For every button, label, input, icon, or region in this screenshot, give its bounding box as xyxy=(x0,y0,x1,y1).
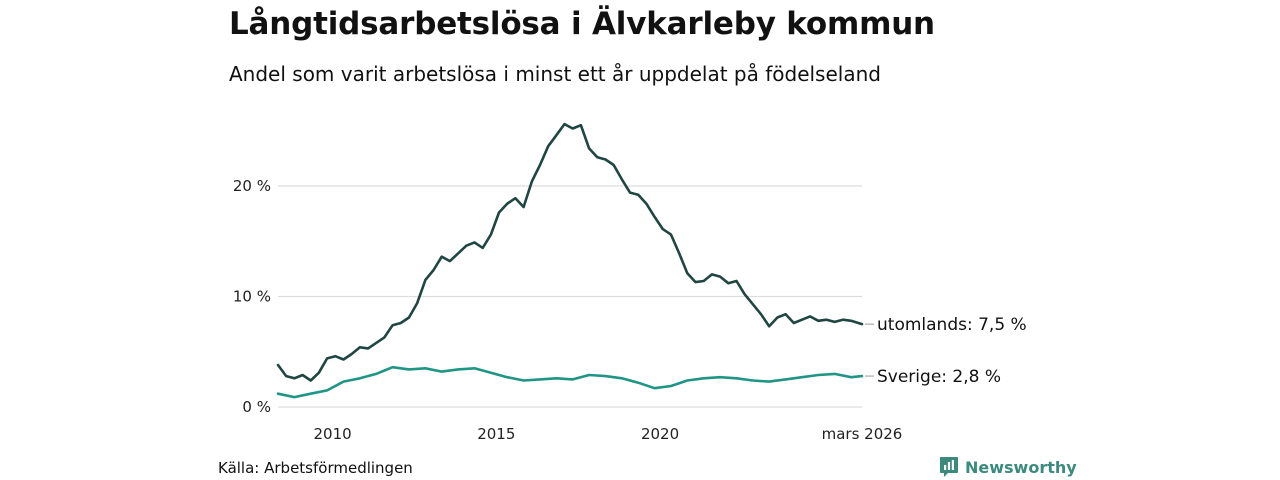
brand-name: Newsworthy xyxy=(965,457,1077,477)
x-tick-label: 2015 xyxy=(477,425,515,443)
bar-chart-icon xyxy=(940,457,958,477)
x-tick-label: 2020 xyxy=(641,425,679,443)
y-tick-label: 0 % xyxy=(242,398,271,416)
line-chart: 0 % 10 % 20 % 2010 2015 2020 mars 2026 utomland… xyxy=(233,122,1027,443)
x-tick-label: mars 2026 xyxy=(822,425,903,443)
series-end-label: utomlands: 7,5 % xyxy=(877,315,1027,335)
chart-subtitle: Andel som varit arbetslösa i minst ett å… xyxy=(229,62,881,86)
newsworthy-logo[interactable]: Newsworthy xyxy=(939,456,1077,478)
series-line-sverige xyxy=(276,365,864,399)
series-end-label: Sverige: 2,8 % xyxy=(877,367,1001,387)
x-tick-label: 2010 xyxy=(313,425,351,443)
chart-title: Långtidsarbetslösa i Älvkarleby kommun xyxy=(229,6,935,42)
y-tick-label: 20 % xyxy=(233,177,271,195)
source-note: Källa: Arbetsförmedlingen xyxy=(218,459,413,477)
y-tick-label: 10 % xyxy=(233,288,271,306)
series-line-utomlands xyxy=(276,122,864,382)
